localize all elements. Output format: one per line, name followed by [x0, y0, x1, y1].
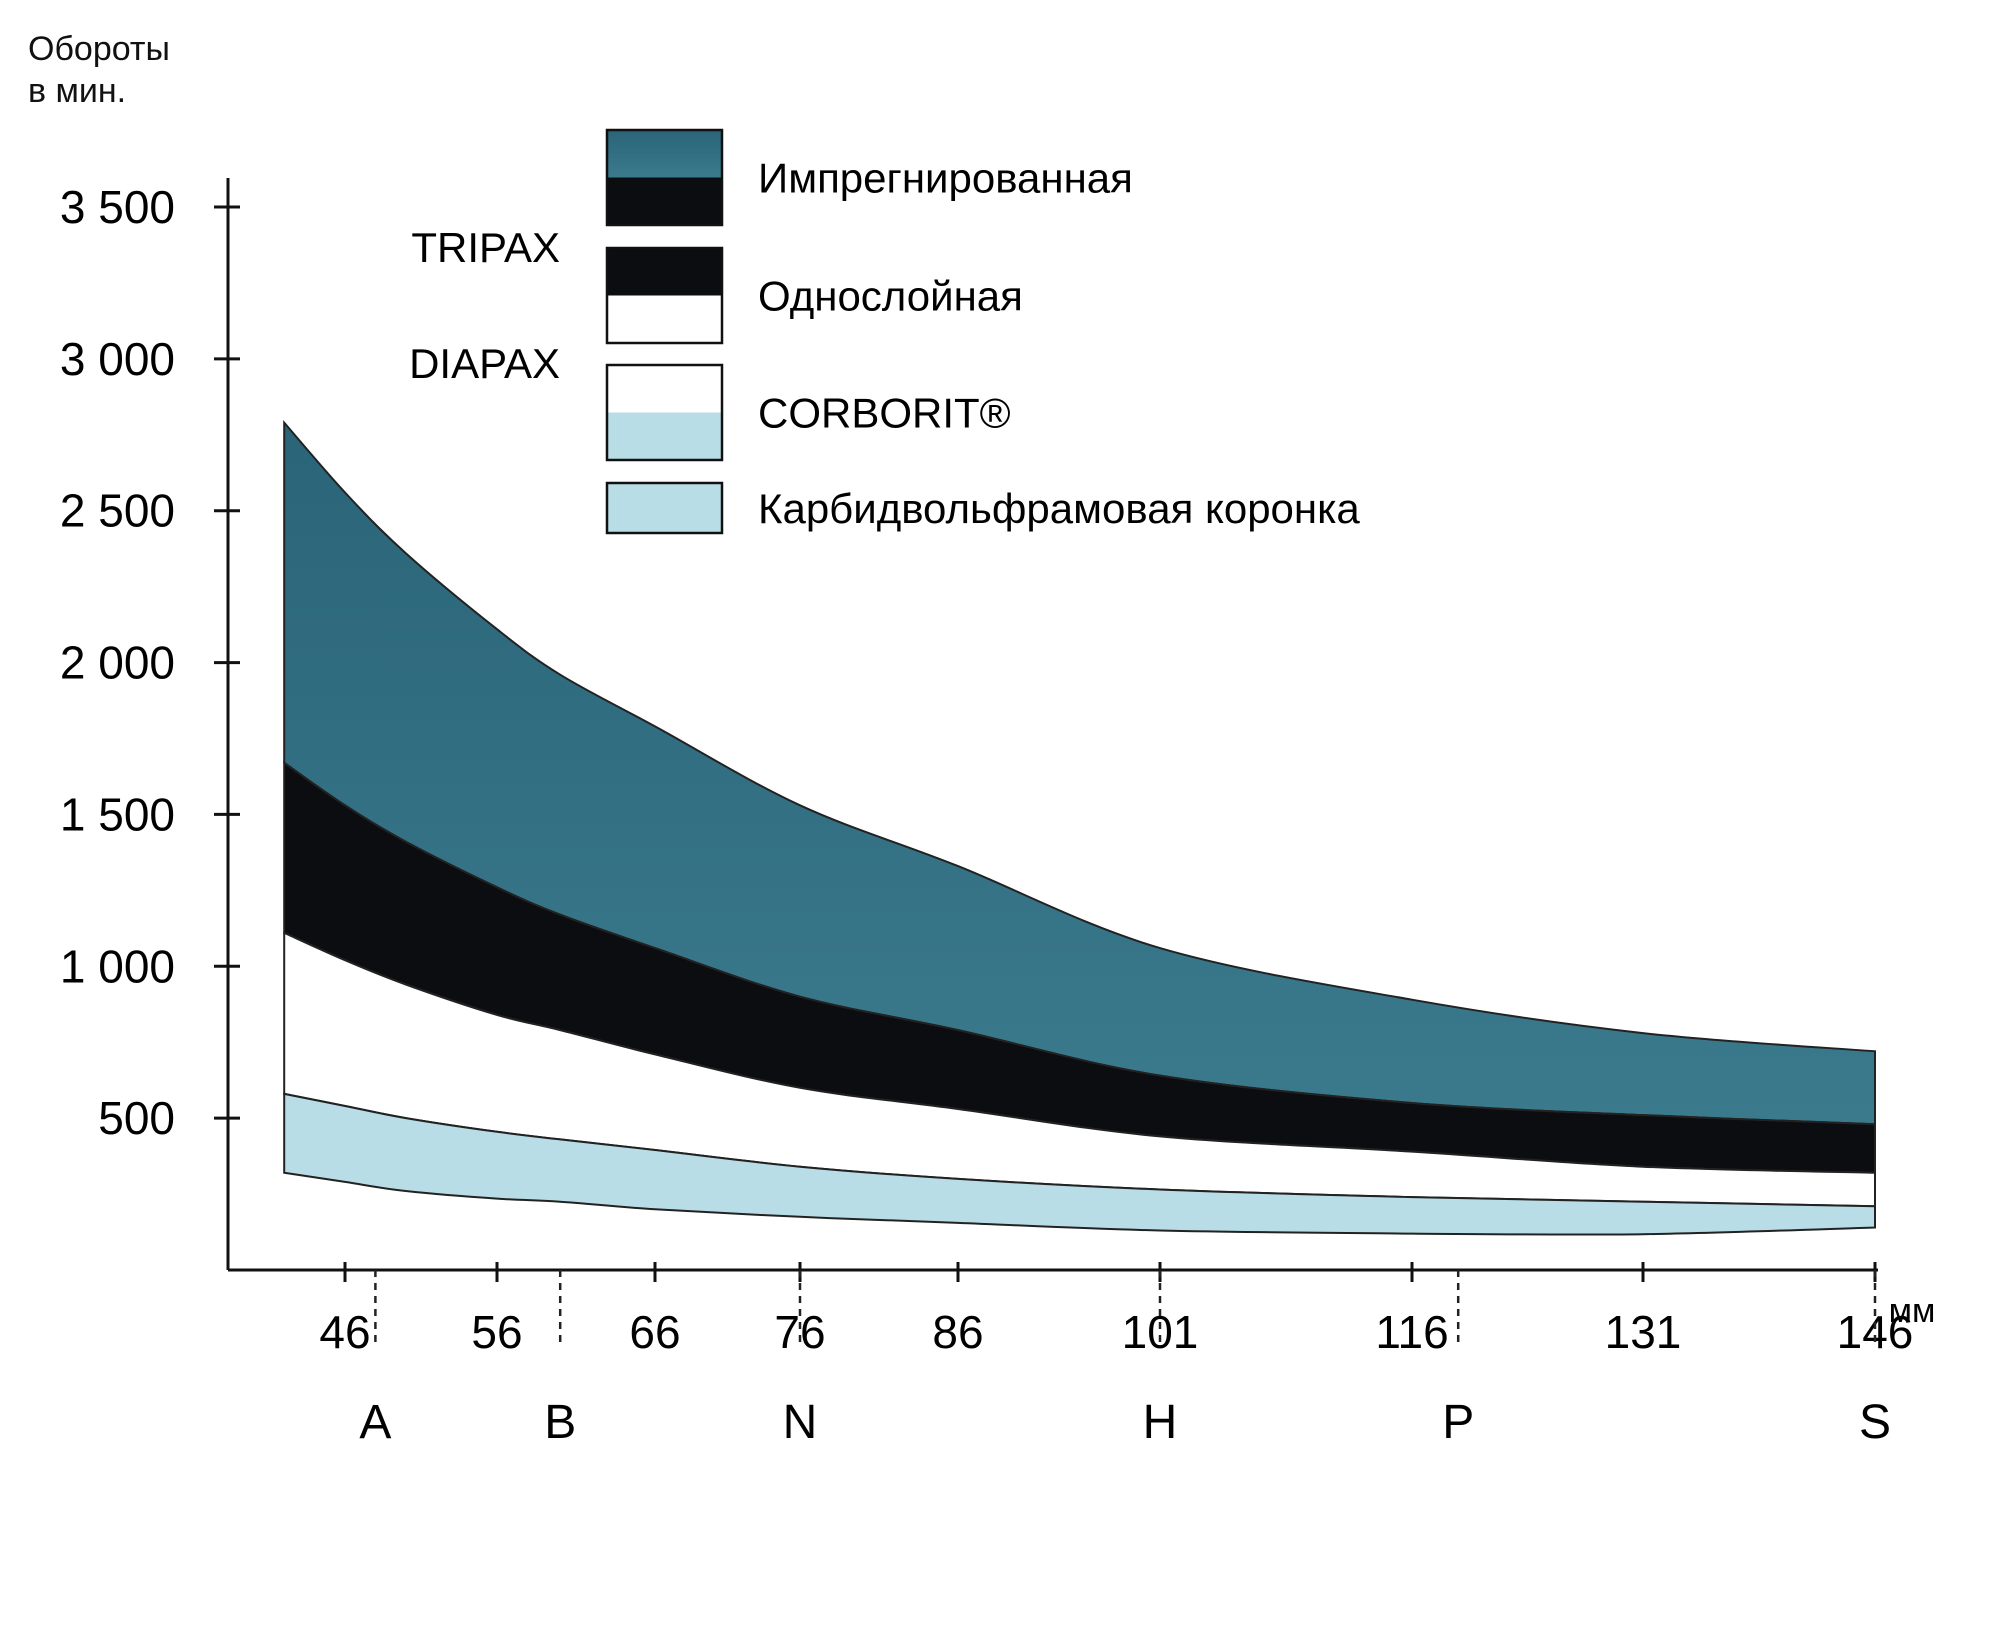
category-label-n: N	[783, 1396, 818, 1449]
category-label-a: A	[359, 1396, 391, 1449]
legend-label: Однослойная	[758, 273, 1023, 320]
y-tick-label: 1 500	[60, 788, 175, 840]
y-tick-label: 2 000	[60, 637, 175, 689]
x-tick-label: 46	[319, 1306, 370, 1358]
y-tick-label: 3 500	[60, 181, 175, 233]
y-axis-title-line2: в мин.	[28, 72, 127, 110]
y-tick-label: 3 000	[60, 333, 175, 385]
band-layer	[283, 419, 1876, 1236]
legend-swatch-bottom	[607, 412, 722, 460]
legend-swatch-border	[605, 246, 724, 345]
y-tick-label: 500	[98, 1092, 175, 1144]
legend-item-carbide: Карбидвольфрамовая коронка	[605, 481, 1360, 535]
y-tick-label: 1 000	[60, 940, 175, 992]
category-label-b: B	[544, 1396, 576, 1449]
series-group-tripax: TRIPAX	[411, 224, 560, 271]
band-carbide	[283, 1092, 1876, 1236]
category-label-h: H	[1143, 1396, 1178, 1449]
x-tick-label: 131	[1605, 1306, 1682, 1358]
legend-swatch-border	[605, 128, 724, 227]
x-tick-label: 116	[1375, 1306, 1448, 1358]
legend-item-single-layer: Однослойная	[605, 246, 1023, 345]
x-tick-label: 56	[471, 1306, 522, 1358]
series-group-tags: TRIPAX DIAPAX	[409, 224, 560, 387]
legend-label: Карбидвольфрамовая коронка	[758, 485, 1360, 532]
y-axis-title-line1: Обороты	[28, 30, 170, 68]
x-tick-label: 66	[629, 1306, 680, 1358]
legend-label: Импрегнированная	[758, 155, 1133, 202]
x-unit-label: мм	[1889, 1292, 1936, 1330]
legend-swatch-bottom	[607, 177, 722, 225]
category-label-p: P	[1442, 1396, 1474, 1449]
y-tick-label: 2 500	[60, 485, 175, 537]
y-axis-title: Обороты в мин.	[28, 28, 170, 112]
legend-swatch-border	[605, 363, 724, 462]
x-tick-label: 86	[932, 1306, 983, 1358]
series-group-diapax: DIAPAX	[409, 340, 560, 387]
legend-label: CORBORIT®	[758, 390, 1011, 437]
legend-item-impregnated: Импрегнированная	[605, 128, 1133, 227]
category-label-s: S	[1859, 1396, 1891, 1449]
legend-swatch-top	[607, 248, 722, 296]
legend-swatch	[605, 481, 724, 535]
legend-swatch-top	[607, 130, 722, 178]
legend-swatch-top	[607, 365, 722, 413]
legend-swatch-bottom	[607, 295, 722, 343]
legend-item-corborit: CORBORIT®	[605, 363, 1011, 462]
legend: Импрегнированная Однослойная CORBORIT® Карб…	[605, 128, 1360, 535]
